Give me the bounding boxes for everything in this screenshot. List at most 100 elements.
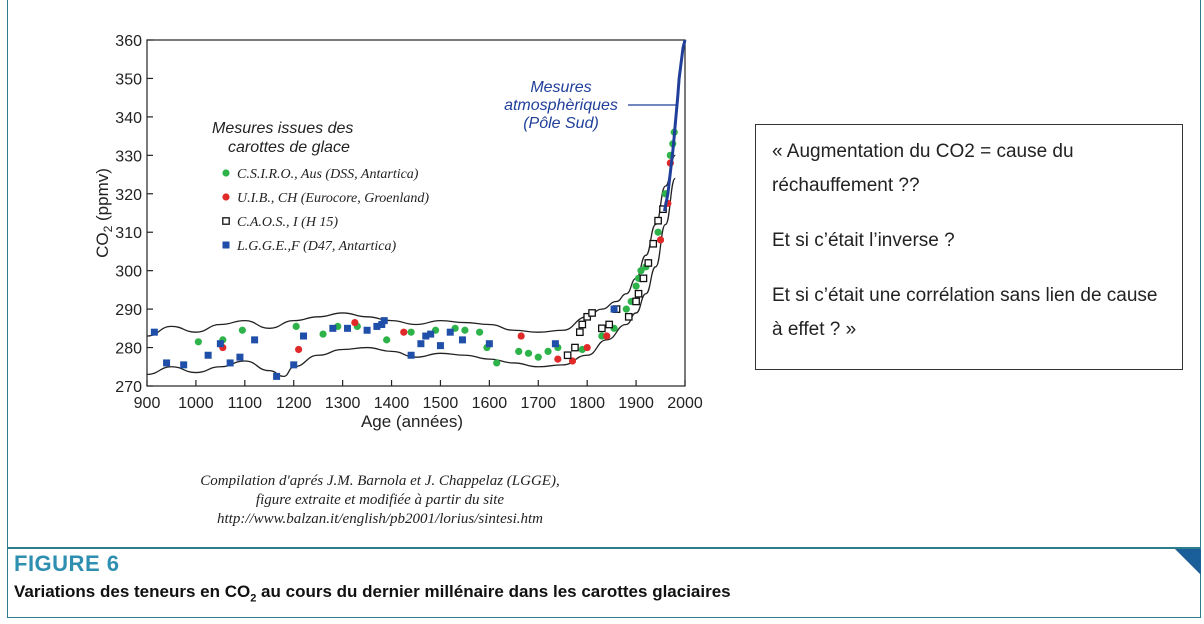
data-point: [273, 372, 281, 380]
x-tick-label: 1500: [423, 395, 459, 412]
data-point: [493, 359, 501, 367]
data-point: [351, 318, 359, 327]
data-point: [605, 320, 614, 329]
data-point: [544, 347, 552, 355]
data-markers: [150, 128, 678, 380]
data-point: [654, 216, 662, 225]
atmos-label-line2: atmosphèriques: [504, 97, 618, 114]
figure-number: FIGURE 6: [14, 551, 120, 576]
data-point: [446, 328, 454, 336]
legend-item: U.I.B., CH (Eurocore, Groenland): [222, 191, 429, 206]
data-point: [588, 309, 596, 317]
figure-divider: [7, 547, 1201, 549]
figure-caption: Variations des teneurs en CO2 au cours d…: [14, 582, 731, 605]
x-tick-label: 1300: [325, 395, 361, 412]
data-point: [524, 349, 533, 357]
data-point: [598, 324, 606, 333]
data-point: [583, 343, 591, 352]
x-tick-label: 900: [134, 395, 161, 412]
legend-item: C.S.I.R.O., Aus (DSS, Antartica): [222, 167, 419, 182]
data-point: [344, 324, 352, 332]
data-point: [475, 328, 484, 336]
y-tick-label: 320: [115, 187, 142, 204]
quote-line3: Et si c’était une corrélation sans lien …: [772, 285, 1158, 340]
envelope-lower-line: [146, 177, 676, 378]
data-point: [236, 353, 244, 361]
legend-marker: [222, 193, 230, 201]
data-point: [551, 340, 559, 348]
plot-area: [146, 39, 686, 387]
data-point: [400, 328, 408, 336]
data-point: [644, 259, 653, 267]
data-point: [363, 326, 371, 334]
y-tick-label: 330: [115, 148, 142, 165]
data-point: [319, 330, 327, 338]
legend-item: C.A.O.S., I (H 15): [222, 215, 338, 230]
data-point: [329, 324, 337, 332]
atmospheric-series-line: [662, 39, 687, 212]
quote-box: « Augmentation du CO2 = cause du réchauf…: [755, 124, 1183, 370]
data-point: [295, 345, 303, 354]
data-point: [485, 340, 493, 348]
data-point: [292, 322, 300, 331]
data-point: [517, 332, 525, 340]
data-point: [637, 267, 645, 275]
x-tick-label: 1800: [569, 395, 605, 412]
legend-marker: [222, 169, 230, 177]
data-point: [461, 326, 469, 334]
data-point: [622, 305, 630, 313]
data-point: [251, 336, 259, 344]
data-point: [216, 340, 224, 348]
data-point: [554, 355, 562, 363]
x-tick-label: 1200: [276, 395, 312, 412]
legend-item: L.G.G.E.,F (D47, Antartica): [222, 239, 397, 254]
data-point: [632, 297, 640, 306]
data-point: [383, 336, 391, 344]
data-point: [150, 328, 158, 336]
data-point: [639, 274, 648, 283]
legend-label: C.A.O.S., I (H 15): [237, 215, 338, 230]
y-tick-label: 290: [115, 302, 142, 319]
legend-label: C.S.I.R.O., Aus (DSS, Antartica): [237, 167, 419, 182]
data-point: [571, 343, 579, 352]
credit-line3: http://www.balzan.it/english/pb2001/lori…: [216, 511, 543, 527]
data-point: [563, 351, 572, 360]
x-tick-label: 2000: [667, 395, 703, 412]
data-point: [610, 305, 618, 313]
x-tick-label: 1100: [228, 395, 263, 412]
quote-line2: Et si c’était l’inverse ?: [772, 230, 955, 251]
data-point: [378, 320, 386, 328]
data-point: [603, 332, 611, 340]
data-point: [568, 357, 577, 365]
legend: C.S.I.R.O., Aus (DSS, Antartica) U.I.B., …: [222, 167, 429, 254]
data-point: [163, 359, 171, 367]
data-point: [575, 328, 584, 337]
y-tick-label: 270: [115, 379, 142, 396]
source-credit: Compilation d'aprés J.M. Barnola et J. C…: [150, 472, 610, 529]
co2-chart: 900 1000 1100 1200 1300 1400 1500 1600 1700 1800 1…: [93, 33, 703, 431]
y-tick-label: 300: [115, 264, 142, 281]
envelope-upper-line: [146, 154, 676, 337]
axis-ticks: [146, 39, 686, 387]
data-point: [226, 359, 234, 367]
data-point: [194, 338, 202, 346]
x-tick-labels: 900 1000 1100 1200 1300 1400 1500 1600 1700 1800 1…: [134, 395, 703, 412]
data-point: [649, 239, 658, 248]
credit-line2: figure extraite et modifiée à partir du …: [255, 492, 505, 508]
legend-marker: [222, 217, 230, 225]
y-tick-label: 340: [115, 110, 142, 127]
y-tick-label: 310: [115, 225, 142, 242]
x-tick-label: 1400: [374, 395, 410, 412]
y-axis-label: CO2 (ppmv): [93, 168, 115, 258]
data-point: [458, 336, 466, 344]
atmos-label-line1: Mesures: [530, 79, 591, 96]
y-tick-label: 360: [115, 33, 142, 50]
x-tick-label: 1700: [520, 395, 556, 412]
data-point: [373, 322, 381, 330]
y-tick-label: 350: [115, 71, 142, 88]
x-tick-label: 1000: [178, 395, 214, 412]
data-point: [407, 351, 415, 359]
data-point: [422, 332, 430, 340]
legend-title-line1: Mesures issues des: [212, 120, 353, 137]
figure-frame: [7, 0, 1201, 618]
